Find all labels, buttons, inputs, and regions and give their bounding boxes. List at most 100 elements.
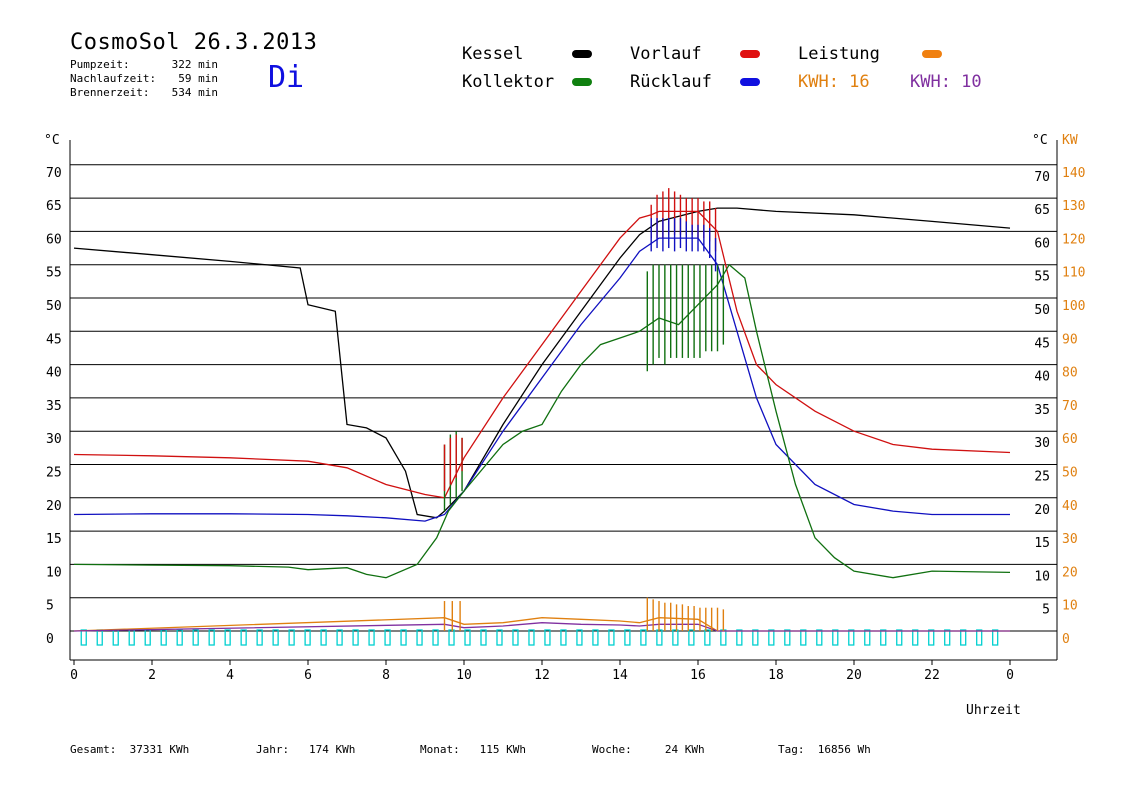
runtime-stats: Pumpzeit: 322 min Nachlaufzeit: 59 min Bre… <box>70 58 218 100</box>
pump-marker <box>176 629 183 646</box>
legend-leistung-label: Leistung <box>798 44 880 64</box>
pump-marker <box>880 629 887 646</box>
pump-marker <box>800 629 807 646</box>
y2-tick-label: 20 <box>1062 565 1078 580</box>
y-tick-label-left: 15 <box>46 532 62 547</box>
y-tick-label-left: 40 <box>46 366 62 381</box>
y2-tick-label: 70 <box>1062 399 1078 414</box>
y-tick-label-right: 70 <box>1034 170 1050 185</box>
stat-label: Brennerzeit: <box>70 86 150 99</box>
pump-marker <box>768 629 775 646</box>
y-tick-label-left: 5 <box>46 599 54 614</box>
x-tick-label: 8 <box>382 668 390 683</box>
pump-marker <box>960 629 967 646</box>
pump-marker <box>272 629 279 646</box>
y-tick-label-right: 65 <box>1034 203 1050 218</box>
pump-marker <box>368 629 375 646</box>
pump-marker <box>480 629 487 646</box>
x-tick-label: 20 <box>846 668 862 683</box>
legend-kollektor-label: Kollektor <box>462 72 555 92</box>
y-axis-label-left: °C <box>44 133 60 148</box>
y-tick-label-left: 55 <box>46 266 62 281</box>
y-tick-label-left: 10 <box>46 565 62 580</box>
y2-tick-label: 30 <box>1062 532 1078 547</box>
pump-marker <box>912 629 919 646</box>
pump-marker <box>240 629 247 646</box>
pump-marker <box>560 629 567 646</box>
series-kessel <box>73 207 1011 519</box>
pump-marker <box>320 629 327 646</box>
stat-label: Pumpzeit: <box>70 58 130 71</box>
legend-vorlauf-swatch <box>740 50 760 58</box>
pump-marker <box>544 629 551 646</box>
pump-marker <box>496 629 503 646</box>
series-r-cklauf <box>73 237 1010 522</box>
x-tick-label: 22 <box>924 668 940 683</box>
pump-marker <box>416 629 423 646</box>
x-axis-label: Uhrzeit <box>966 703 1021 718</box>
stat-value: 534 min <box>171 86 218 99</box>
y-tick-label-right: 5 <box>1042 603 1050 618</box>
legend-kollektor-swatch <box>572 78 592 86</box>
y-tick-label-left: 25 <box>46 466 62 481</box>
pump-marker <box>224 629 231 646</box>
pump-marker <box>720 629 727 646</box>
y-tick-label-left: 35 <box>46 399 62 414</box>
stat-label: Nachlaufzeit: <box>70 72 157 85</box>
pump-marker <box>848 629 855 646</box>
grid-lines <box>70 164 1057 599</box>
legend-kwh-purple: KWH: 10 <box>910 72 982 92</box>
pump-marker <box>384 629 391 646</box>
y-axis-label-right-c: °C <box>1032 133 1048 148</box>
x-tick-label: 16 <box>690 668 706 683</box>
y-tick-label-right: 15 <box>1034 536 1050 551</box>
pump-marker <box>688 629 695 646</box>
pump-marker <box>448 629 455 646</box>
pump-marker <box>464 629 471 646</box>
pump-marker <box>944 629 951 646</box>
y2-tick-label: 120 <box>1062 232 1085 247</box>
y2-tick-label: 10 <box>1062 599 1078 614</box>
pump-marker <box>128 629 135 646</box>
x-tick-label: 18 <box>768 668 784 683</box>
pump-marker <box>208 629 215 646</box>
y-tick-label-right: 35 <box>1034 403 1050 418</box>
x-tick-label: 6 <box>304 668 312 683</box>
y-tick-label-left: 0 <box>46 632 54 647</box>
y-tick-label-left: 65 <box>46 199 62 214</box>
pump-marker <box>624 629 631 646</box>
y-tick-label-left: 50 <box>46 299 62 314</box>
y2-tick-label: 0 <box>1062 632 1070 647</box>
pump-marker <box>512 629 519 646</box>
y2-tick-label: 110 <box>1062 266 1085 281</box>
x-tick-label: 0 <box>1006 668 1014 683</box>
legend-kwh-orange: KWH: 16 <box>798 72 870 92</box>
y2-tick-label: 50 <box>1062 466 1078 481</box>
pump-marker <box>896 629 903 646</box>
pump-marker <box>576 629 583 646</box>
legend-ruecklauf-swatch <box>740 78 760 86</box>
pump-marker <box>864 629 871 646</box>
y-tick-label-right: 45 <box>1034 336 1050 351</box>
pump-marker <box>400 629 407 646</box>
pump-marker <box>640 629 647 646</box>
pump-marker <box>672 629 679 646</box>
pump-marker <box>432 629 439 646</box>
x-tick-label: 2 <box>148 668 156 683</box>
pump-marker <box>816 629 823 646</box>
y-tick-label-right: 25 <box>1034 470 1050 485</box>
series-lines <box>73 188 1011 646</box>
y2-tick-label: 100 <box>1062 299 1085 314</box>
y-axis-label-right-kw: KW <box>1062 133 1078 148</box>
pump-marker <box>336 629 343 646</box>
pump-marker <box>80 629 87 646</box>
x-tick-label: 0 <box>70 668 78 683</box>
y2-tick-label: 40 <box>1062 499 1078 514</box>
y2-tick-label: 60 <box>1062 432 1078 447</box>
pump-marker <box>592 629 599 646</box>
y2-tick-label: 130 <box>1062 199 1085 214</box>
axes: 0 2 4 6 8 10 12 14 16 18 20 22 005101520253035404550… <box>46 140 1085 683</box>
y-tick-label-right: 40 <box>1034 370 1050 385</box>
x-tick-label: 10 <box>456 668 472 683</box>
